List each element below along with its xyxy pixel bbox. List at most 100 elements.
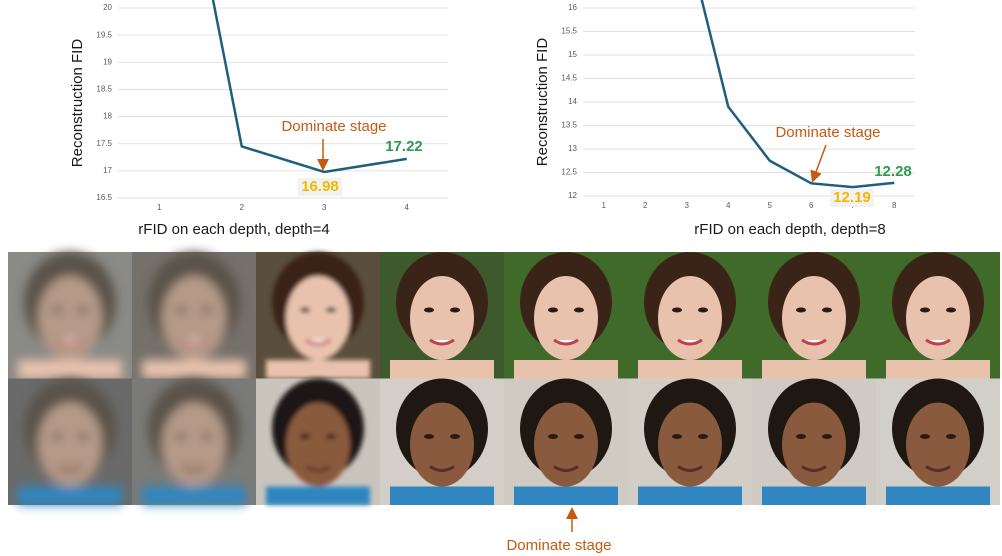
face <box>782 276 846 360</box>
shoulders <box>762 486 866 505</box>
x-tick-label: 3 <box>685 201 690 210</box>
data-label: 17.22 <box>385 138 423 155</box>
y-tick-label: 20 <box>103 3 112 12</box>
x-tick-label: 3 <box>322 203 327 212</box>
face <box>410 402 474 487</box>
y-tick-label: 16.5 <box>96 193 112 202</box>
eye <box>78 434 88 439</box>
face <box>38 276 102 360</box>
shoulders <box>142 360 246 379</box>
mouth <box>677 465 703 472</box>
label-bg <box>298 178 342 196</box>
eye <box>202 307 212 313</box>
portrait <box>514 252 618 379</box>
shoulders <box>638 486 742 505</box>
face <box>162 276 226 360</box>
y-tick-label: 18.5 <box>96 85 112 94</box>
shoulders <box>762 360 866 379</box>
eye <box>300 307 310 313</box>
eye <box>424 434 434 439</box>
eye <box>450 434 460 439</box>
mouth <box>925 338 951 346</box>
y-tick-label: 17 <box>103 166 112 175</box>
y-tick-label: 15 <box>568 50 577 59</box>
eye <box>946 307 956 313</box>
shoulders <box>886 360 990 379</box>
portrait <box>762 378 866 505</box>
mouth <box>801 338 827 346</box>
x-axis-title: rFID on each depth, depth=8 <box>694 221 885 238</box>
eye <box>52 307 62 313</box>
mouth <box>57 465 83 472</box>
y-tick-label: 14.5 <box>561 74 577 83</box>
mouth <box>553 338 579 346</box>
portrait <box>886 252 990 379</box>
y-tick-label: 16 <box>568 3 577 12</box>
portrait <box>266 252 370 379</box>
y-tick-label: 19 <box>103 57 112 66</box>
portrait <box>18 378 122 505</box>
x-axis-title: rFID on each depth, depth=4 <box>138 221 329 238</box>
face <box>782 402 846 487</box>
eye <box>202 434 212 439</box>
face <box>906 276 970 360</box>
shoulders <box>18 360 122 379</box>
y-tick-label: 13 <box>568 144 577 153</box>
data-label: 16.98 <box>301 178 339 195</box>
mouth <box>181 465 207 472</box>
face <box>906 402 970 487</box>
shoulders <box>390 360 494 379</box>
portrait <box>762 252 866 379</box>
face <box>162 402 226 487</box>
y-tick-label: 14 <box>568 97 577 106</box>
eye <box>698 307 708 313</box>
eye <box>52 434 62 439</box>
data-label: 12.28 <box>874 163 912 180</box>
mouth <box>553 465 579 472</box>
arrow <box>810 144 827 183</box>
portrait <box>390 378 494 505</box>
shoulders <box>266 360 370 379</box>
eye <box>946 434 956 439</box>
eye <box>672 307 682 313</box>
mouth <box>305 465 331 472</box>
x-tick-label: 8 <box>892 201 897 210</box>
shoulders <box>142 486 246 505</box>
y-tick-label: 15.5 <box>561 27 577 36</box>
eye <box>920 434 930 439</box>
shoulders <box>18 486 122 505</box>
eye <box>574 307 584 313</box>
series-line <box>700 0 895 189</box>
mouth <box>677 338 703 346</box>
x-tick-label: 1 <box>602 201 607 210</box>
eye <box>672 434 682 439</box>
portrait <box>514 378 618 505</box>
eye <box>920 307 930 313</box>
eye <box>176 307 186 313</box>
face <box>534 402 598 487</box>
portrait <box>142 378 246 505</box>
y-axis-title: Reconstruction FID <box>69 39 86 168</box>
x-tick-label: 2 <box>643 201 648 210</box>
grid-annotation: Dominate stage <box>506 537 611 554</box>
eye <box>450 307 460 313</box>
face <box>410 276 474 360</box>
image-grid <box>8 252 1000 505</box>
eye <box>548 307 558 313</box>
y-tick-label: 17.5 <box>96 139 112 148</box>
y-tick-label: 12 <box>568 191 577 200</box>
x-tick-label: 5 <box>768 201 773 210</box>
y-tick-label: 19.5 <box>96 30 112 39</box>
shoulders <box>390 486 494 505</box>
mouth <box>429 338 455 346</box>
annotation: Dominate stage <box>281 118 386 135</box>
mouth <box>305 338 331 346</box>
portrait <box>266 378 370 505</box>
eye <box>424 307 434 313</box>
eye <box>822 434 832 439</box>
face <box>658 402 722 487</box>
portrait <box>638 252 742 379</box>
annotation: Dominate stage <box>775 124 880 141</box>
shoulders <box>514 360 618 379</box>
x-tick-label: 4 <box>405 203 410 212</box>
